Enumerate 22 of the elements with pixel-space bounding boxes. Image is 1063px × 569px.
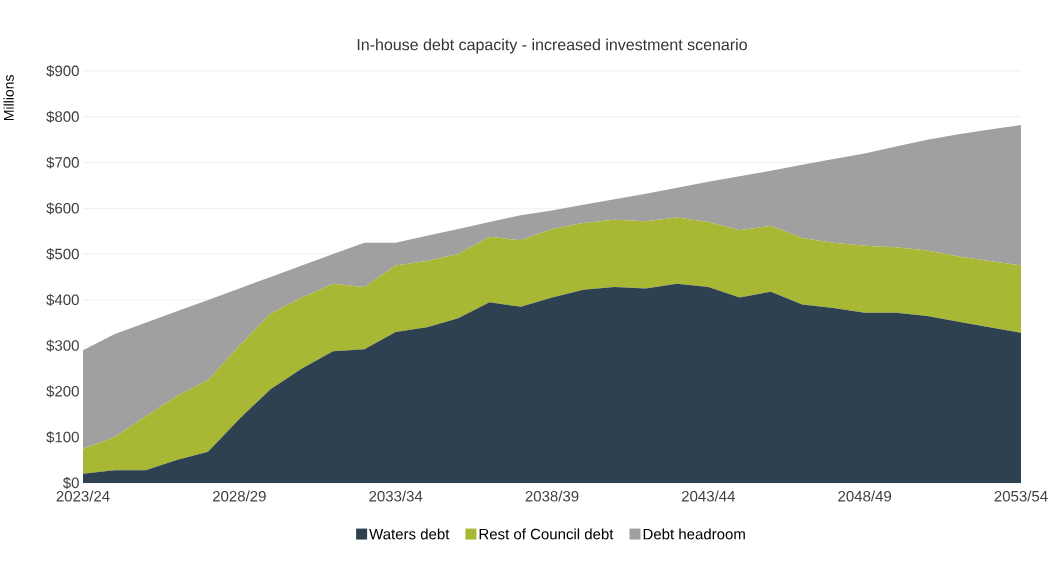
legend-label: Debt headroom: [643, 528, 745, 540]
x-tick-label: 2043/44: [681, 490, 735, 502]
y-tick-label: $100: [46, 431, 79, 444]
x-tick-label: 2048/49: [838, 490, 892, 502]
x-tick-label: 2053/54: [994, 490, 1048, 502]
legend-label: Rest of Council debt: [479, 528, 614, 540]
y-tick-label: $600: [46, 202, 79, 215]
y-tick-label: $700: [46, 156, 79, 169]
y-tick-label: $800: [46, 110, 79, 123]
chart-title: In-house debt capacity - increased investment scenario: [357, 38, 747, 54]
x-tick-label: 2038/39: [525, 490, 579, 502]
y-tick-label: $900: [46, 64, 79, 78]
x-tick-label: 2023/24: [56, 490, 110, 502]
x-tick-label: 2033/34: [369, 490, 423, 502]
y-tick-label: $0: [62, 476, 79, 490]
y-tick-label: $300: [46, 339, 79, 352]
legend-label: Waters debt: [369, 528, 450, 540]
y-tick-label: $200: [46, 385, 79, 398]
x-tick-label: 2028/29: [212, 490, 266, 502]
y-tick-label: $400: [46, 293, 79, 306]
y-axis-title: Millions: [3, 75, 14, 121]
y-tick-label: $500: [46, 248, 79, 261]
